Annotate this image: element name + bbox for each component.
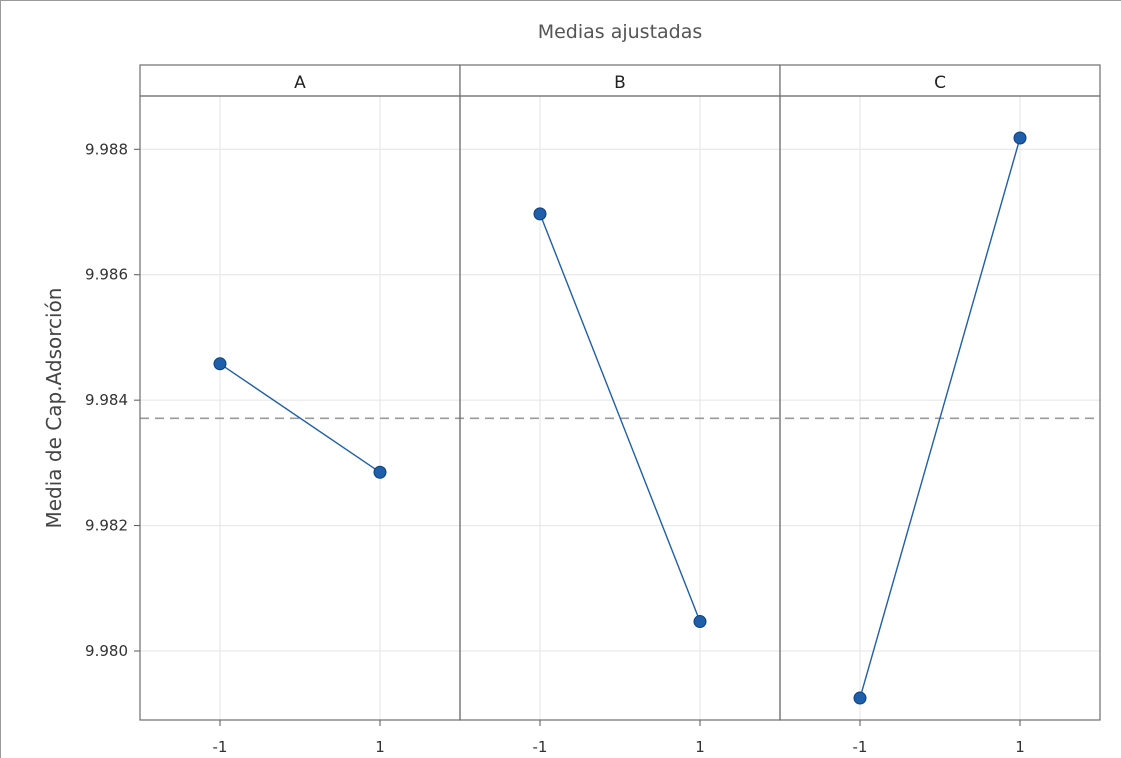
data-point-c-2 xyxy=(1013,131,1027,145)
panel-header-c xyxy=(779,64,1101,97)
x-tick-label-a: -1 xyxy=(213,738,228,756)
series-line-c xyxy=(859,137,1021,699)
series-line-b xyxy=(539,213,701,622)
y-tick-label: 9.982 xyxy=(85,517,128,535)
y-tick-label: 9.984 xyxy=(85,391,128,409)
panel-header-b xyxy=(459,64,781,97)
x-tick-label-b: -1 xyxy=(533,738,548,756)
y-axis-label: Media de Cap.Adsorción xyxy=(42,288,66,529)
x-tick-label-c: -1 xyxy=(853,738,868,756)
panel-frame-c xyxy=(779,95,1101,721)
y-tick-label: 9.980 xyxy=(85,642,128,660)
data-point-a-1 xyxy=(213,357,227,371)
series-line-a xyxy=(219,363,381,473)
x-tick-label-c: 1 xyxy=(1015,738,1025,756)
y-tick-label: 9.986 xyxy=(85,266,128,284)
panel-label-b: B xyxy=(614,73,626,93)
plot-layer: 9.980 9.982 9.984 9.986 9.988 -1 1 A -1 1 B -1 1 C xyxy=(85,64,1101,756)
data-point-b-1 xyxy=(533,207,547,221)
data-point-c-1 xyxy=(853,691,867,705)
data-point-b-2 xyxy=(693,615,707,629)
x-tick-label-b: 1 xyxy=(695,738,705,756)
panel-label-c: C xyxy=(934,73,946,93)
x-tick-label-a: 1 xyxy=(375,738,385,756)
data-point-a-2 xyxy=(373,465,387,479)
panel-frame-b xyxy=(459,95,781,721)
y-tick-label: 9.988 xyxy=(85,140,128,158)
panel-frame-a xyxy=(139,95,461,721)
panel-label-a: A xyxy=(294,73,306,93)
chart-title: Medias ajustadas xyxy=(538,21,703,43)
